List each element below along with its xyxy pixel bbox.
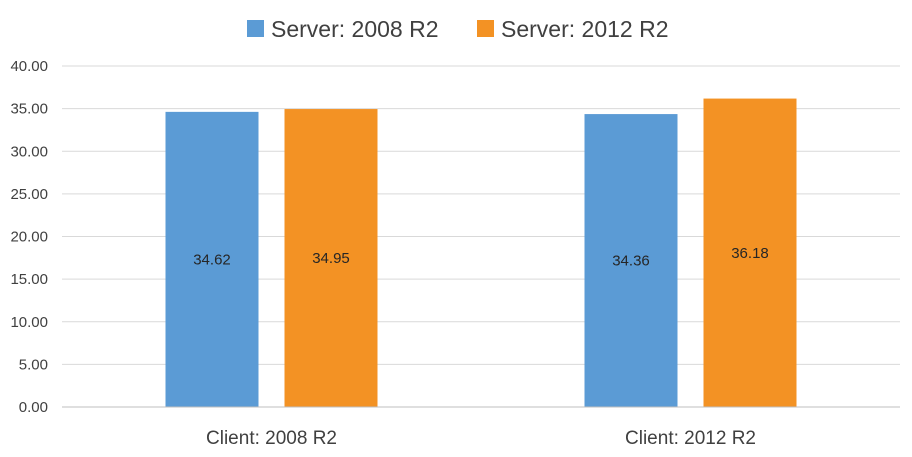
x-tick-label: Client: 2008 R2 — [206, 428, 337, 449]
bar-value-label: 36.18 — [731, 245, 769, 262]
y-tick-label: 5.00 — [19, 356, 48, 373]
y-tick-label: 25.00 — [10, 186, 48, 203]
x-tick-label: Client: 2012 R2 — [625, 428, 756, 449]
bar — [165, 111, 259, 407]
y-tick-label: 15.00 — [10, 271, 48, 288]
x-axis: Client: 2008 R2 Client: 2012 R2 — [62, 406, 900, 449]
y-tick-label: 40.00 — [10, 58, 48, 75]
bar-data-labels: 34.62 34.95 34.36 36.18 — [193, 245, 769, 270]
legend: Server: 2008 R2 Server: 2012 R2 — [247, 16, 668, 42]
y-tick-label: 0.00 — [19, 399, 48, 416]
y-tick-label: 20.00 — [10, 229, 48, 246]
y-tick-label: 30.00 — [10, 143, 48, 160]
bar — [284, 109, 378, 408]
y-axis: 0.00 5.00 10.00 15.00 20.00 25.00 30.00 35.00 40… — [10, 58, 48, 416]
legend-swatch-server-2012-r2 — [477, 20, 494, 37]
bar — [703, 98, 797, 408]
bars — [165, 98, 797, 408]
legend-swatch-server-2008-r2 — [247, 20, 264, 37]
bar-value-label: 34.36 — [612, 253, 650, 270]
y-tick-label: 35.00 — [10, 101, 48, 118]
y-tick-label: 10.00 — [10, 314, 48, 331]
bar-value-label: 34.95 — [312, 250, 350, 267]
legend-label-server-2008-r2: Server: 2008 R2 — [271, 16, 438, 42]
legend-label-server-2012-r2: Server: 2012 R2 — [501, 16, 668, 42]
bar — [584, 114, 678, 408]
bar-value-label: 34.62 — [193, 251, 231, 268]
